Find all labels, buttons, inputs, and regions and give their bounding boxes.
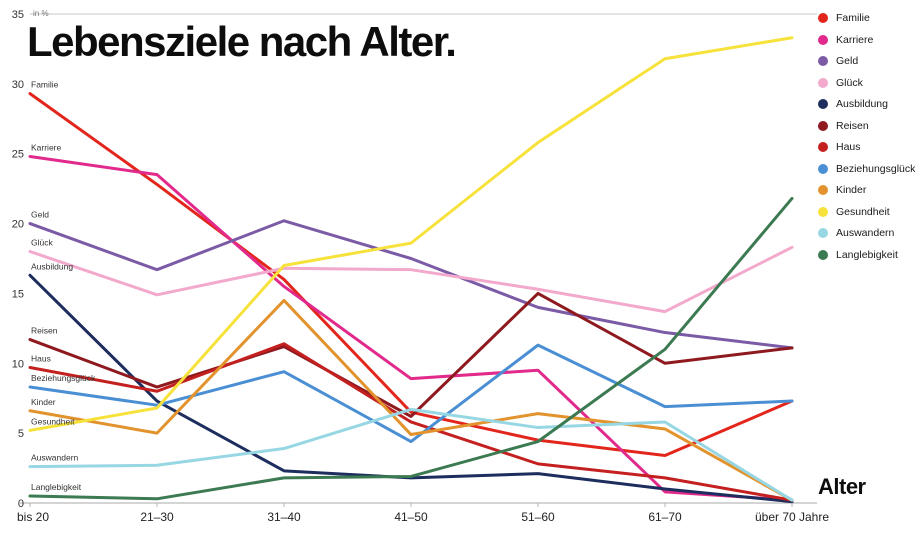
series-line-gluck xyxy=(28,245,794,314)
legend-label: Geld xyxy=(836,55,859,67)
legend-swatch-icon xyxy=(818,120,828,131)
series-line-geld xyxy=(28,219,794,350)
legend-item-beziehungsgluck: Beziehungsglück xyxy=(818,163,915,175)
legend-label: Haus xyxy=(836,141,861,153)
series-start-label-ausbildung: Ausbildung xyxy=(31,261,73,271)
legend-item-karriere: Karriere xyxy=(818,34,915,46)
legend-item-geld: Geld xyxy=(818,55,915,67)
legend-label: Kinder xyxy=(836,184,867,196)
series-start-label-kinder: Kinder xyxy=(31,397,56,407)
y-tick-label: 15 xyxy=(12,288,24,300)
legend-label: Beziehungsglück xyxy=(836,162,915,175)
x-tick-label-51-60: 51–60 xyxy=(521,510,555,524)
series-line-reisen xyxy=(28,291,794,418)
legend-swatch-icon xyxy=(818,56,828,66)
legend-swatch-icon xyxy=(818,77,828,88)
x-tick-label-21-30: 21–30 xyxy=(140,510,174,524)
legend-swatch-icon xyxy=(818,99,828,109)
legend-item-kinder: Kinder xyxy=(818,184,915,196)
legend-label: Ausbildung xyxy=(836,98,888,110)
legend-swatch-icon xyxy=(818,206,828,217)
legend-item-familie: Familie xyxy=(818,12,915,24)
y-tick-label: 5 xyxy=(18,428,24,440)
series-line-karriere xyxy=(28,155,794,502)
legend-item-reisen: Reisen xyxy=(818,120,915,132)
legend-label: Glück xyxy=(836,76,863,89)
series-line-familie xyxy=(28,92,794,457)
y-tick-label: 30 xyxy=(12,79,24,91)
legend-swatch-icon xyxy=(818,34,828,45)
series-line-beziehungsgluck xyxy=(28,343,794,444)
y-tick-label: 25 xyxy=(12,149,24,161)
legend-swatch-icon xyxy=(818,228,828,238)
legend-swatch-icon xyxy=(818,13,828,23)
x-tick-label-31-40: 31–40 xyxy=(267,510,301,524)
series-line-auswandern xyxy=(28,407,794,502)
legend-label: Auswandern xyxy=(836,227,895,239)
series-start-label-langlebigkeit: Langlebigkeit xyxy=(31,482,82,492)
legend-item-gluck: Glück xyxy=(818,77,915,89)
legend: Familie Karriere Geld Glück Ausbildung Reisen… xyxy=(818,12,915,261)
page-title: Lebensziele nach Alter. xyxy=(27,18,457,65)
series-start-label-familie: Familie xyxy=(31,80,59,90)
series-start-label-gluck: Glück xyxy=(31,238,53,248)
x-tick-label-41-50: 41–50 xyxy=(394,510,428,524)
legend-item-haus: Haus xyxy=(818,141,915,153)
series-start-label-haus: Haus xyxy=(31,353,51,363)
series-start-label-gesundheit: Gesundheit xyxy=(31,416,75,426)
y-tick-label: 10 xyxy=(12,358,24,370)
x-tick-label-61-70: 61–70 xyxy=(648,510,682,524)
legend-label: Karriere xyxy=(836,33,874,46)
legend-item-auswandern: Auswandern xyxy=(818,227,915,239)
legend-swatch-icon xyxy=(818,142,828,152)
legend-item-gesundheit: Gesundheit xyxy=(818,206,915,218)
legend-item-ausbildung: Ausbildung xyxy=(818,98,915,110)
legend-swatch-icon xyxy=(818,249,828,260)
legend-item-langlebigkeit: Langlebigkeit xyxy=(818,249,915,261)
x-tick-label-bis-20: bis 20 xyxy=(17,510,49,524)
series-line-gesundheit xyxy=(28,36,794,432)
legend-label: Reisen xyxy=(836,119,869,132)
y-axis-unit-label: in % xyxy=(33,9,49,18)
series-start-label-reisen: Reisen xyxy=(31,326,58,336)
x-axis-title: Alter xyxy=(818,474,866,499)
legend-swatch-icon xyxy=(818,185,828,195)
legend-swatch-icon xyxy=(818,163,828,174)
series-start-label-geld: Geld xyxy=(31,210,49,220)
series-start-label-auswandern: Auswandern xyxy=(31,453,79,463)
series-start-label-karriere: Karriere xyxy=(31,143,62,153)
y-tick-label: 35 xyxy=(12,9,24,21)
series-line-haus xyxy=(28,342,794,502)
series-start-label-beziehungsgluck: Beziehungsglück xyxy=(31,373,96,383)
y-tick-label: 0 xyxy=(18,498,24,510)
legend-label: Gesundheit xyxy=(836,205,890,218)
legend-label: Familie xyxy=(836,12,870,24)
series-line-langlebigkeit xyxy=(28,196,794,501)
legend-label: Langlebigkeit xyxy=(836,248,898,261)
y-tick-label: 20 xyxy=(12,219,24,231)
x-tick-label-uber-70-jahre: über 70 Jahre xyxy=(755,510,829,524)
series-line-kinder xyxy=(28,298,794,502)
